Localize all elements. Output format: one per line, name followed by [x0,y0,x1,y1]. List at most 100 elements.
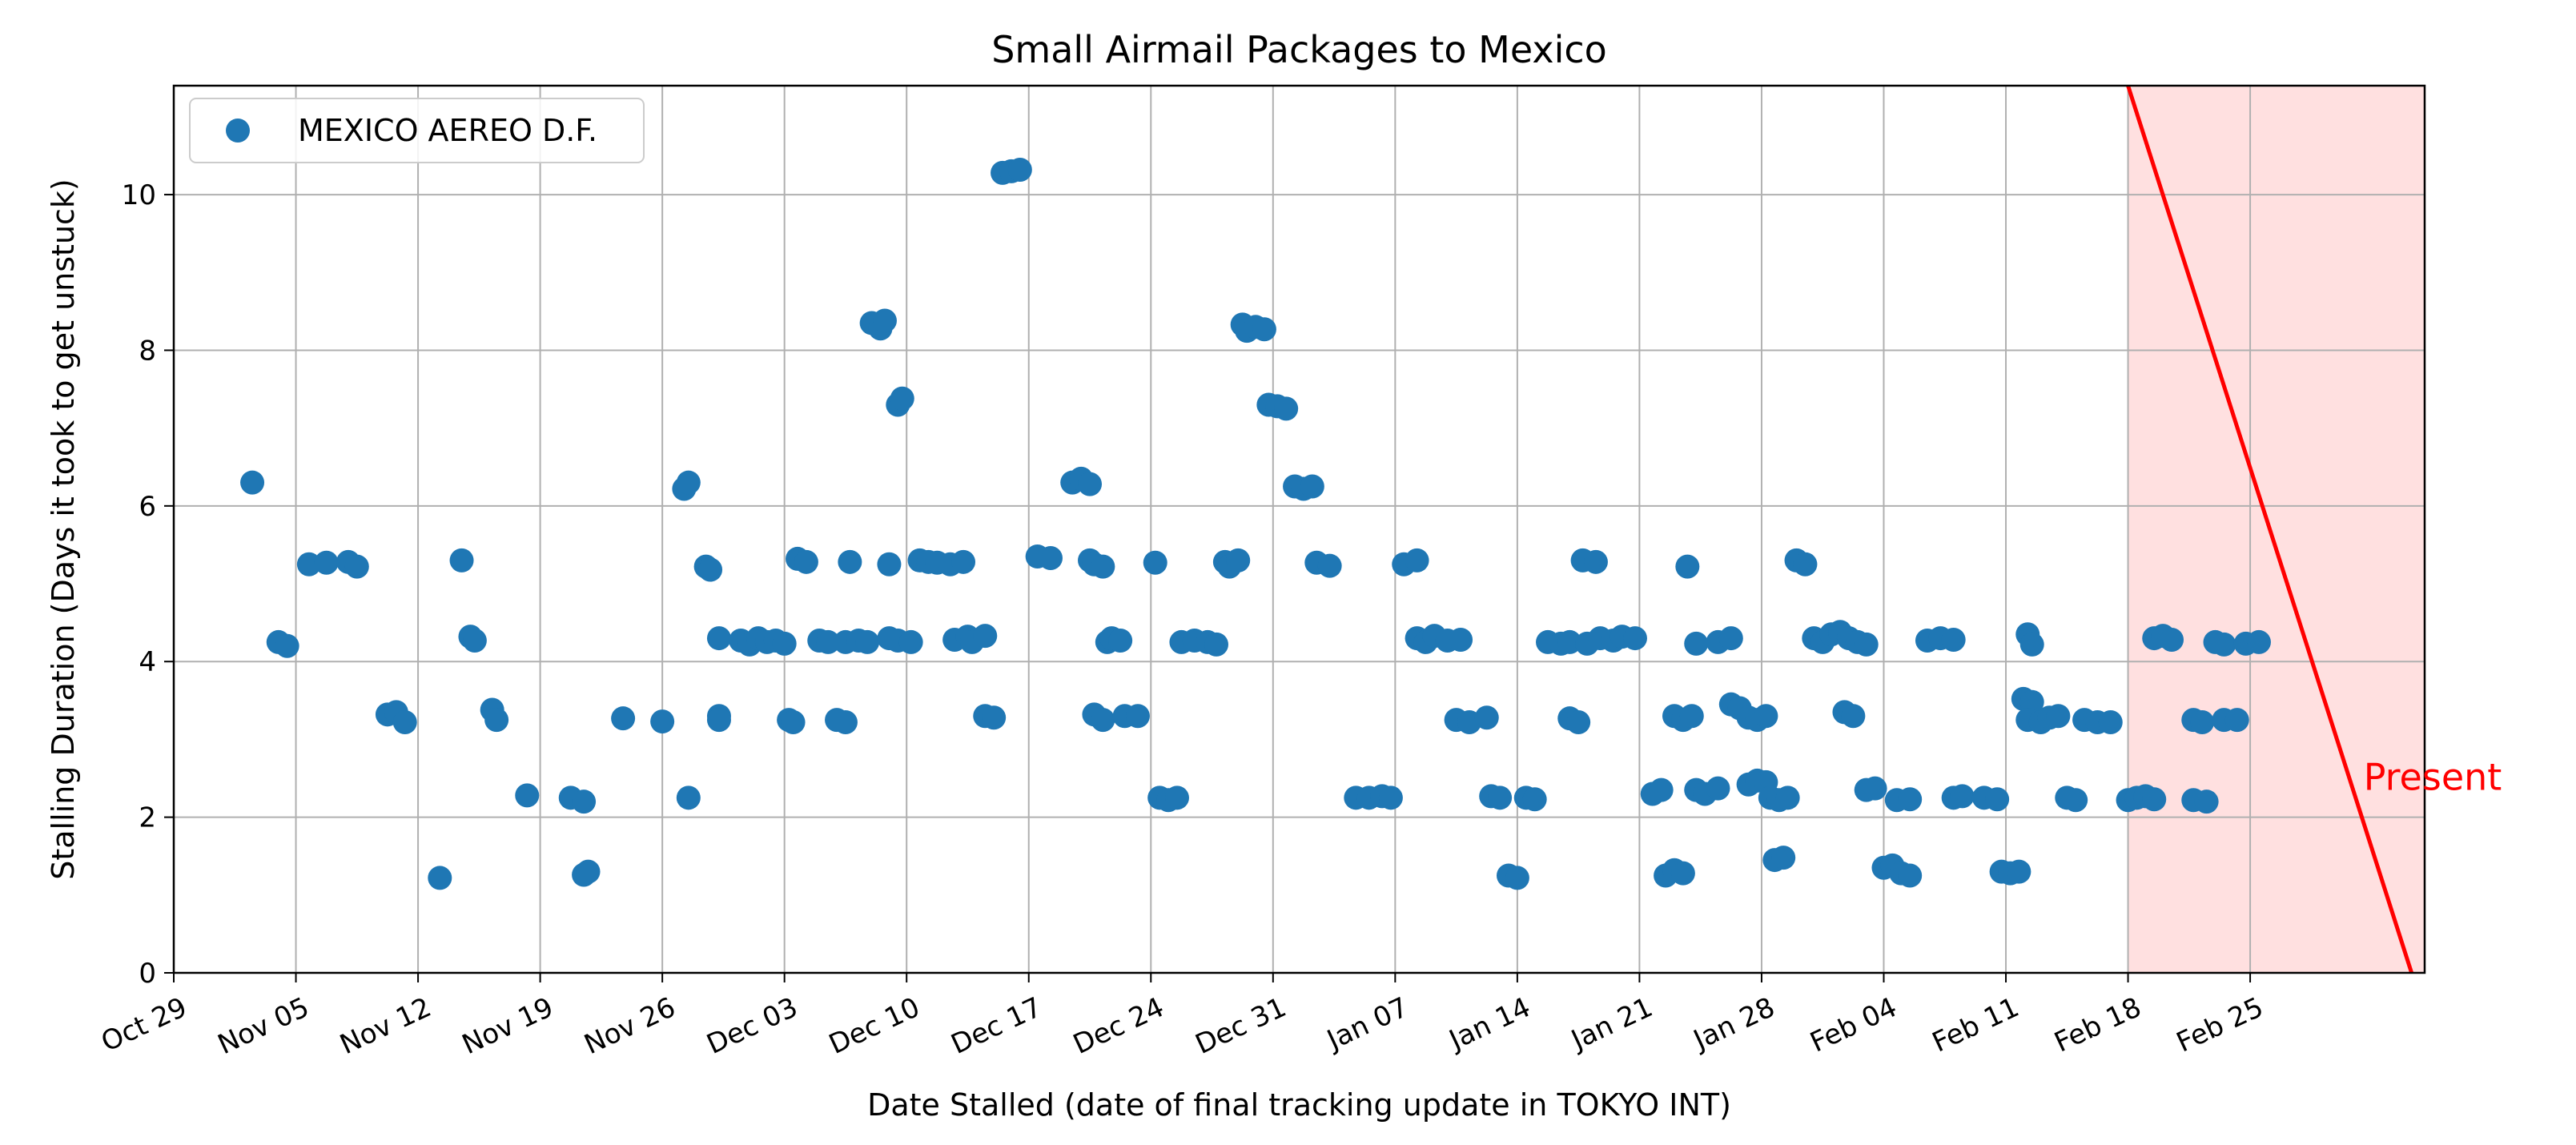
x-tick-label: Feb 25 [2172,991,2268,1059]
data-point [572,789,597,814]
data-point [484,708,509,733]
data-point [275,633,299,658]
legend-marker [226,119,250,143]
data-point [1488,785,1513,810]
data-point [1038,545,1063,570]
data-point [2160,628,2184,653]
data-point [576,859,601,884]
data-point [2212,632,2236,657]
data-point [1675,554,1700,579]
data-point [462,628,487,653]
data-point [2142,787,2167,812]
data-point [1204,632,1228,657]
data-point [1718,626,1743,651]
data-point [2064,788,2088,813]
data-point [1566,710,1591,735]
data-point [1449,628,1473,653]
annotation-layer [2126,85,2414,974]
data-point [1793,552,1818,577]
data-point [1007,157,1032,182]
data-point [1252,317,1276,342]
data-point [2098,710,2123,735]
data-point [1300,474,1324,499]
data-point [877,552,902,577]
x-tick-label: Dec 03 [702,991,803,1061]
data-point [1841,704,1866,729]
present-line [2126,85,2414,974]
legend: MEXICO AEREO D.F. [189,98,645,163]
legend-box [189,98,645,163]
chart-title: Small Airmail Packages to Mexico [991,28,1607,71]
data-point [982,705,1007,730]
y-tick-label: 2 [139,802,156,834]
data-point [1649,777,1674,802]
x-tick-label: Dec 17 [946,991,1047,1061]
data-point [296,552,321,577]
data-point [1108,628,1133,653]
data-point [1754,704,1778,729]
data-point [1378,785,1403,810]
points-layer [240,157,2271,890]
data-point [1091,708,1115,733]
data-point [794,549,818,574]
x-tick-label: Feb 11 [1927,991,2023,1059]
data-point [706,708,731,733]
data-point [676,470,701,495]
data-point [872,308,897,333]
present-shaded-region [2128,86,2425,973]
y-axis-label: Stalling Duration (Days it took to get u… [46,179,81,880]
data-point [428,866,452,890]
x-tick-label: Dec 24 [1068,991,1169,1061]
x-tick-label: Jan 07 [1321,991,1413,1057]
data-point [240,470,265,495]
data-point [344,554,369,579]
data-point [1274,396,1299,421]
data-point [1985,787,2010,812]
data-point [1706,776,1730,801]
y-tick-label: 4 [139,646,156,678]
ticks-layer: Oct 29 Nov 05 Nov 12 Nov 19 Nov 26 Dec 03 Dec … [96,179,2268,1061]
data-point [1474,705,1499,730]
data-point [898,629,923,654]
x-tick-label: Jan 14 [1443,991,1535,1057]
data-point [611,706,636,731]
x-tick-label: Dec 10 [824,991,925,1061]
data-point [392,710,417,735]
x-tick-label: Feb 18 [2050,991,2146,1059]
data-point [973,624,998,649]
data-point [1775,785,1800,810]
data-point [1854,632,1879,657]
data-point [1557,629,1582,654]
data-point [676,785,701,810]
data-point [838,549,862,574]
shade-layer [2128,86,2425,973]
data-point [1143,550,1167,575]
data-point [1684,631,1709,656]
grid-layer [173,86,2425,974]
data-point [1317,553,1342,578]
data-point [1898,787,1923,812]
x-tick-label: Feb 04 [1806,991,1902,1059]
data-point [1405,548,1429,572]
x-tick-label: Oct 29 [96,991,191,1059]
data-point [2190,710,2215,735]
data-point [1679,704,1704,729]
plot-frame [172,84,2426,974]
data-point [515,783,540,808]
data-point [2007,859,2031,884]
data-point [951,549,976,574]
data-point [2019,632,2044,657]
data-point [1522,787,1547,812]
data-point [650,709,675,734]
data-point [1078,472,1103,496]
data-point [1505,866,1529,890]
data-point [1622,626,1647,651]
data-point [1583,549,1608,574]
data-point [449,548,474,572]
y-tick-label: 10 [122,179,156,211]
data-point [1125,704,1150,729]
data-point [706,626,731,651]
data-point [1091,554,1115,579]
data-point [1164,785,1189,810]
